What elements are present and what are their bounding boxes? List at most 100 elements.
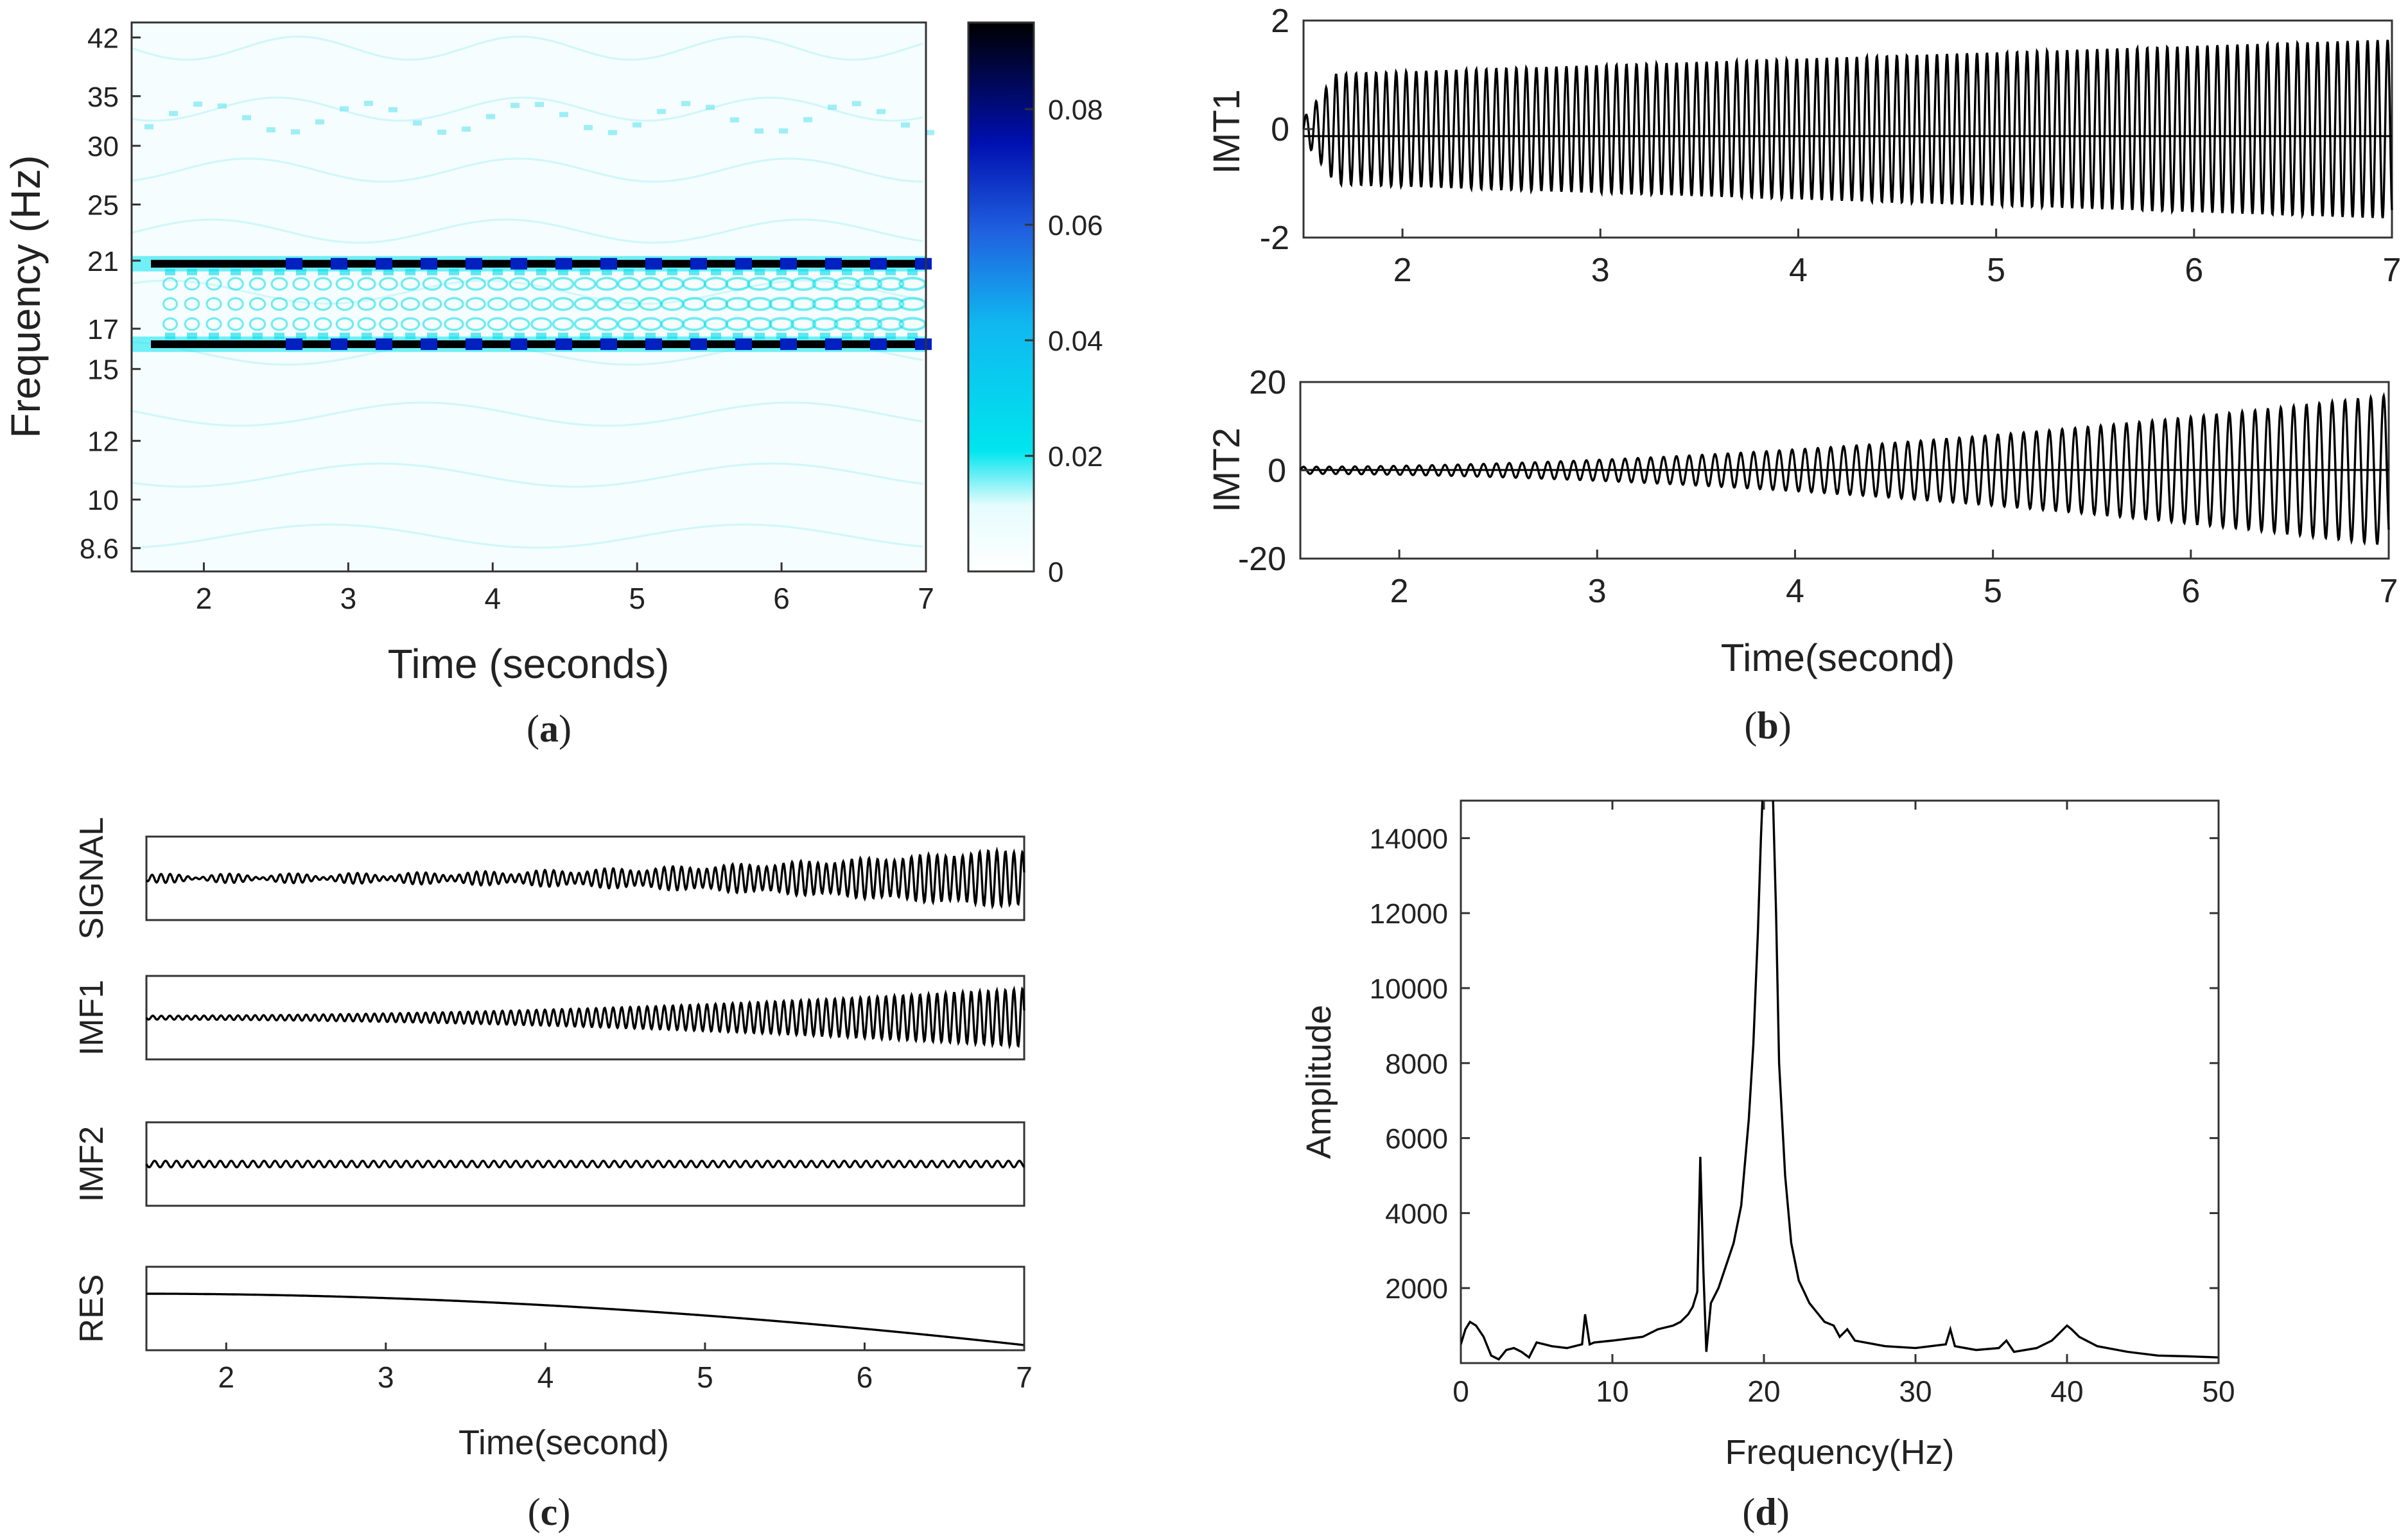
- spectrum-frame: [1460, 799, 2220, 1364]
- imt2-series: [1299, 392, 2390, 546]
- heatmap-interference-mark: [855, 317, 883, 331]
- emd-label-imf2: IMF2: [73, 1126, 110, 1202]
- mode-2-dot: [555, 338, 572, 351]
- imt-x-tick-label: 4: [1786, 573, 1804, 610]
- heatmap-interference-mark: [209, 333, 219, 340]
- mode-1-dot: [376, 257, 392, 270]
- colorbar-tick-label: 0.04: [1048, 326, 1103, 357]
- heatmap-speckle: [925, 130, 934, 135]
- heatmap-x-tick-label: 5: [629, 582, 645, 615]
- heatmap-interference-mark: [471, 268, 481, 275]
- heatmap-interference-mark: [379, 297, 398, 311]
- emd-x-label: Time(second): [458, 1423, 669, 1462]
- mode-2-dot: [690, 338, 707, 351]
- colorbar: [968, 22, 1034, 571]
- heatmap-interference-mark: [558, 268, 568, 275]
- heatmap-interference-mark: [733, 333, 743, 340]
- heatmap-interference-mark: [645, 268, 656, 275]
- heatmap-interference-mark: [747, 317, 772, 331]
- heatmap-speckle: [437, 129, 446, 135]
- mode-1-dot: [735, 257, 752, 270]
- imt1-ticks: 2 3 4 5 6 7 -2 0 2: [1260, 3, 2402, 289]
- heatmap-interference-mark: [493, 333, 503, 340]
- emd-x-ticks: 2 3 4 5 6 7: [218, 1343, 1033, 1394]
- heatmap-speckle: [388, 107, 397, 112]
- mode-2-dot: [466, 338, 482, 351]
- mode-1-dot: [421, 257, 437, 270]
- heatmap-interference-mark: [335, 297, 354, 311]
- imt-x-tick-label: 3: [1588, 573, 1607, 610]
- imt-x-tick-label: 5: [1987, 252, 2005, 289]
- heatmap-texture-line: [131, 401, 923, 427]
- imt-x-tick-label: 3: [1591, 252, 1610, 289]
- mode-2-ridge: [151, 340, 926, 349]
- heatmap-speckle: [291, 129, 300, 135]
- emd-x-tick-label: 4: [537, 1361, 554, 1394]
- imt-y-tick-label: 0: [1268, 453, 1286, 490]
- heatmap-interference-mark: [405, 333, 415, 340]
- caption-d: (d): [1742, 1491, 1789, 1533]
- heatmap-speckle: [755, 128, 763, 134]
- heatmap-interference-mark: [776, 333, 787, 340]
- heatmap-interference-mark: [449, 333, 459, 340]
- heatmap-x-tick-label: 2: [196, 582, 213, 615]
- heatmap-speckle: [266, 127, 275, 133]
- heatmap-interference-mark: [907, 268, 918, 275]
- heatmap-interference-mark: [427, 333, 437, 340]
- heatmap-interference-mark: [812, 317, 839, 331]
- heatmap-speckle: [681, 101, 690, 107]
- heatmap-interference-mark: [689, 333, 699, 340]
- mode-1-dot: [286, 257, 302, 270]
- heatmap-interference-mark: [465, 317, 487, 331]
- heatmap-interference-mark: [422, 277, 442, 291]
- heatmap-interference-mark: [812, 297, 839, 311]
- heatmap-interference-mark: [530, 317, 552, 331]
- heatmap-ridges: [132, 256, 932, 352]
- heatmap-y-tick-label: 25: [87, 190, 119, 222]
- heatmap-speckle: [633, 122, 641, 128]
- heatmap-interference-mark: [842, 268, 852, 275]
- emd-label-imf1: IMF1: [73, 980, 110, 1056]
- heatmap-interference-mark: [602, 333, 612, 340]
- heatmap-interference-mark: [292, 317, 310, 331]
- heatmap-interference-mark: [422, 317, 442, 331]
- heatmap-texture-line: [131, 96, 923, 122]
- heatmap-interference-mark: [383, 333, 394, 340]
- spectrum-y-tick-label: 8000: [1385, 1048, 1448, 1080]
- mode-1-dot: [645, 257, 662, 270]
- heatmap-interference-mark: [357, 317, 376, 331]
- heatmap-interference-mark: [733, 268, 743, 275]
- heatmap-speckle: [340, 106, 349, 112]
- heatmap-interference-mark: [162, 277, 179, 291]
- heatmap-interference-mark: [471, 333, 481, 340]
- colorbar-tick-label: 0: [1048, 557, 1063, 588]
- heatmap-interference-mark: [249, 317, 266, 331]
- spectrum-y-tick-label: 2000: [1385, 1273, 1448, 1305]
- heatmap-interference-mark: [790, 297, 817, 311]
- spectrum-x-tick-label: 20: [1747, 1375, 1780, 1408]
- mode-2-dot: [600, 338, 617, 351]
- heatmap-interference-mark: [580, 268, 590, 275]
- heatmap-interference-mark: [552, 317, 575, 331]
- heatmap-interference-mark: [362, 268, 372, 275]
- heatmap-interference-mark: [855, 297, 883, 311]
- heatmap-speckle: [144, 124, 153, 130]
- spectrum-x-tick-label: 10: [1596, 1375, 1628, 1408]
- heatmap-speckle: [828, 105, 837, 110]
- heatmap-interference-mark: [249, 297, 266, 311]
- heatmap-speckle: [608, 130, 617, 135]
- heatmap-interference-mark: [357, 277, 376, 291]
- heatmap-x-ticks: 2 3 4 5 6 7: [196, 562, 934, 615]
- heatmap-interference-mark: [768, 277, 795, 291]
- heatmap-interference-mark: [487, 297, 509, 311]
- heatmap-interference-mark: [886, 268, 896, 275]
- heatmap-texture-line: [131, 523, 923, 549]
- mode-1-dot: [690, 257, 707, 270]
- mode-2-dot: [510, 338, 527, 351]
- heatmap-speckle: [462, 126, 471, 132]
- heatmap-interference-mark: [296, 333, 306, 340]
- heatmap-interference-mark: [162, 317, 179, 331]
- heatmap-interference-mark: [335, 317, 354, 331]
- heatmap-speckle: [657, 109, 666, 114]
- heatmap-interference-mark: [318, 268, 328, 275]
